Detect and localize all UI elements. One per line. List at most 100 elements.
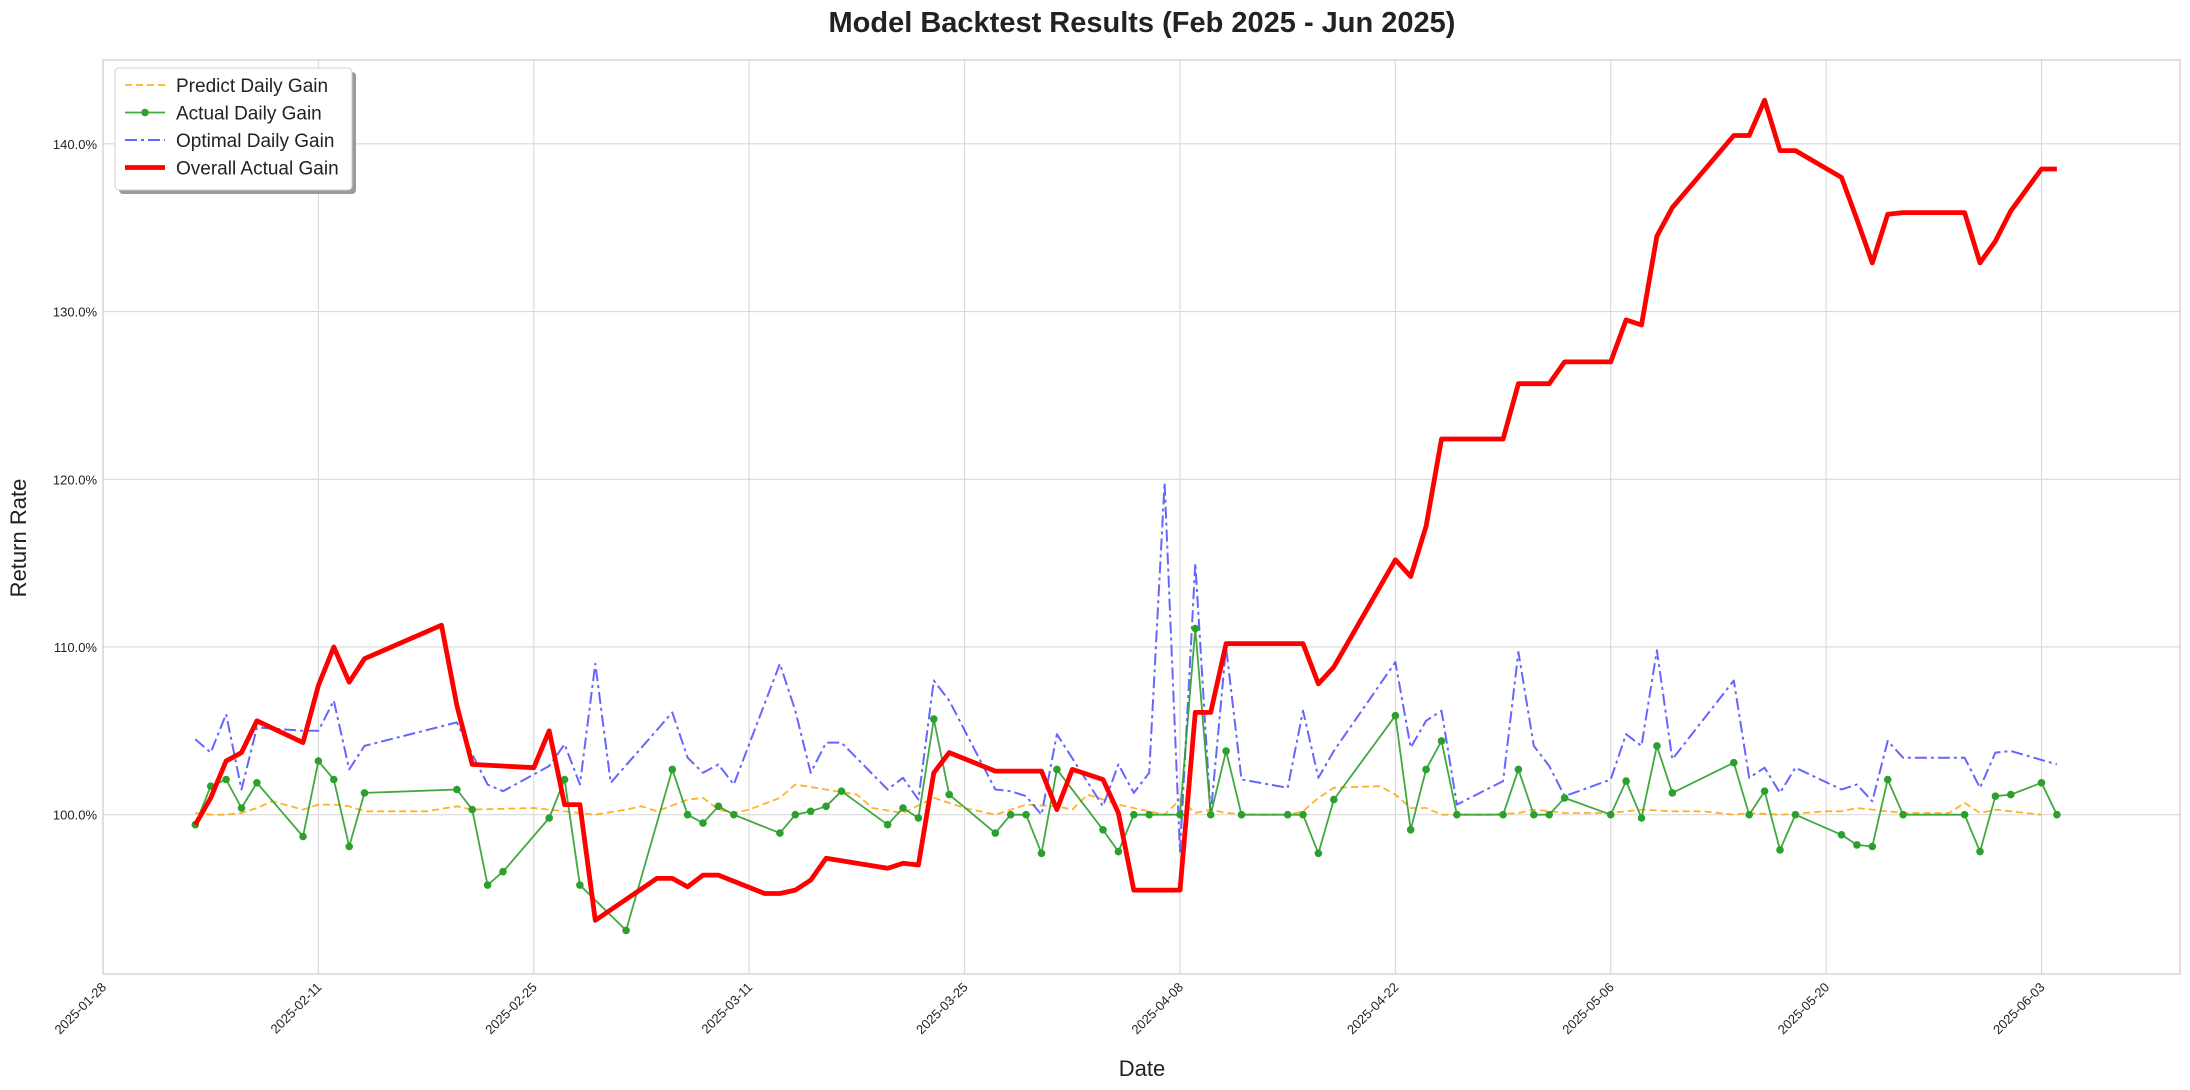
data-point: [1560, 794, 1569, 802]
chart-title: Model Backtest Results (Feb 2025 - Jun 2…: [829, 7, 1456, 39]
data-point: [545, 814, 553, 822]
data-point: [883, 820, 892, 829]
data-point: [483, 881, 492, 889]
data-point: [2037, 779, 2046, 787]
data-point: [468, 805, 477, 814]
data-point: [253, 779, 261, 787]
data-point: [330, 775, 338, 784]
data-point: [360, 789, 369, 797]
legend-label: Predict Daily Gain: [176, 76, 328, 97]
data-point: [1391, 711, 1400, 720]
data-point: [1530, 810, 1538, 819]
data-point: [837, 787, 846, 795]
data-point: [776, 829, 784, 837]
data-point: [1545, 810, 1553, 819]
y-tick-label: 130.0%: [53, 305, 98, 320]
x-axis-label: Date: [1119, 1056, 1165, 1081]
data-point: [822, 802, 830, 811]
data-point: [1453, 810, 1461, 819]
data-point: [668, 765, 677, 774]
legend-label: Actual Daily Gain: [176, 104, 322, 125]
data-point: [1191, 624, 1200, 633]
legend-box: [114, 67, 353, 191]
data-point: [991, 829, 1000, 837]
data-point: [499, 867, 507, 876]
data-point: [1976, 847, 1984, 856]
plot-area: [102, 59, 2181, 975]
y-tick-label: 120.0%: [53, 472, 98, 487]
series-line: [194, 627, 2058, 932]
data-point: [806, 807, 815, 816]
data-point: [1637, 814, 1646, 822]
data-point: [314, 757, 323, 765]
data-point: [1776, 846, 1784, 854]
data-point: [1760, 787, 1769, 795]
data-point: [1422, 765, 1430, 774]
data-point: [1499, 810, 1507, 819]
data-point: [1099, 826, 1107, 834]
series-actual-daily-gain: [191, 624, 2061, 935]
data-point: [1668, 789, 1677, 797]
data-point: [1006, 810, 1015, 819]
data-point: [222, 775, 230, 784]
data-point: [1883, 775, 1892, 784]
series-line: [193, 97, 2057, 923]
data-point: [1868, 842, 1877, 851]
y-tick-label: 100.0%: [53, 808, 98, 823]
data-point: [1514, 765, 1523, 774]
data-point: [930, 715, 938, 723]
data-point: [2007, 790, 2015, 799]
data-point: [1330, 795, 1338, 804]
data-point: [1299, 810, 1307, 819]
y-axis-ticks: 100.0% 110.0% 120.0% 130.0% 140.0%: [53, 137, 98, 823]
data-point: [1176, 810, 1184, 819]
legend-marker: [141, 108, 149, 117]
data-point: [1730, 758, 1738, 767]
data-point: [1899, 810, 1907, 819]
data-point: [914, 814, 923, 822]
data-point: [899, 804, 907, 812]
data-point: [683, 810, 692, 819]
data-point: [1437, 737, 1446, 745]
data-point: [1791, 810, 1800, 819]
data-point: [560, 775, 569, 784]
data-point: [2053, 810, 2061, 819]
data-point: [345, 842, 354, 851]
legend-label: Overall Actual Gain: [176, 159, 339, 180]
data-point: [945, 790, 953, 799]
data-point: [1606, 810, 1615, 819]
data-point: [299, 832, 307, 841]
data-point: [1283, 810, 1292, 819]
data-point: [1037, 849, 1046, 858]
data-point: [699, 819, 707, 827]
data-point: [1237, 810, 1246, 819]
data-point: [791, 810, 800, 819]
legend-entry: Predict Daily Gain: [125, 76, 328, 97]
data-point: [1653, 742, 1661, 750]
data-point: [714, 802, 723, 811]
data-point: [1837, 831, 1846, 839]
data-point: [1022, 810, 1030, 819]
data-point: [1406, 826, 1415, 834]
data-point: [453, 785, 461, 794]
data-point: [1960, 810, 1969, 819]
y-axis-label: Return Rate: [6, 479, 31, 598]
legend-entry: Overall Actual Gain: [125, 159, 339, 180]
series-line: [195, 783, 2042, 816]
series-line: [194, 481, 2058, 853]
legend-entry: Optimal Daily Gain: [125, 131, 334, 152]
series-predict-daily-gain: [195, 783, 2042, 816]
data-point: [576, 881, 584, 889]
data-point: [1114, 847, 1123, 856]
data-point: [1745, 810, 1753, 819]
legend-entry: Actual Daily Gain: [125, 104, 322, 125]
data-point: [1314, 849, 1323, 858]
y-tick-label: 110.0%: [54, 640, 98, 655]
data-point: [622, 926, 630, 935]
data-point: [1991, 792, 2000, 800]
data-point: [1853, 841, 1861, 849]
legend: Predict Daily Gain Actual Daily Gain Optim…: [114, 67, 356, 194]
series-overall-actual-gain: [193, 97, 2057, 923]
data-point: [730, 810, 738, 819]
